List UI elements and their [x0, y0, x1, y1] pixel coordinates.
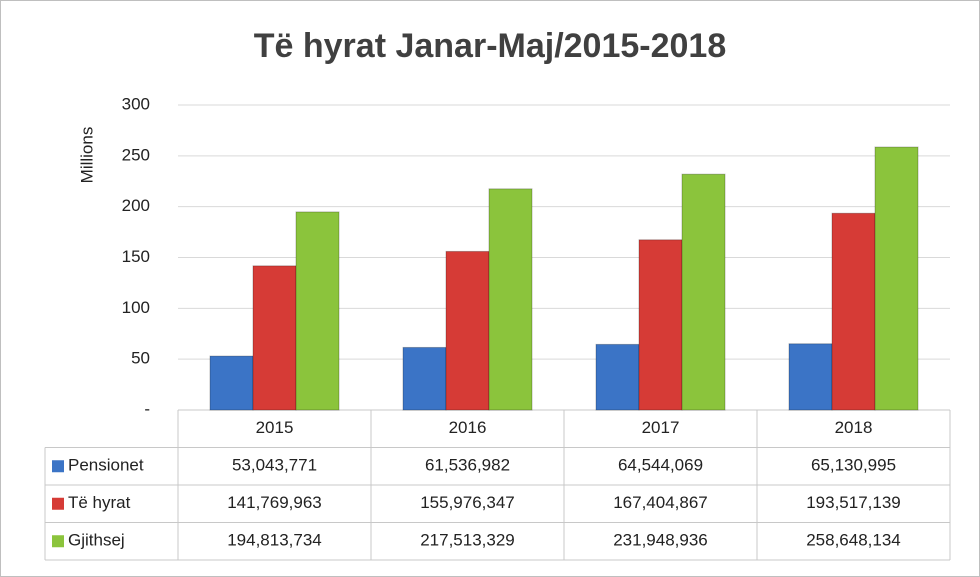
- bar: [252, 265, 297, 411]
- bar: [402, 346, 447, 411]
- bar: [209, 355, 254, 411]
- bar: [681, 173, 726, 411]
- legend-swatch: [52, 460, 64, 473]
- y-tick-label: 300: [122, 94, 150, 113]
- bar: [595, 343, 640, 411]
- y-axis-label: Millions: [77, 127, 96, 184]
- table-value: 65,130,995: [811, 456, 896, 475]
- table-value: 193,517,139: [806, 493, 901, 512]
- table-value: 194,813,734: [227, 531, 322, 550]
- table-value: 64,544,069: [618, 456, 703, 475]
- x-tick-label: 2016: [449, 418, 487, 437]
- table-value: 167,404,867: [613, 493, 708, 512]
- y-tick-label: 200: [122, 196, 150, 215]
- table-value: 53,043,771: [232, 456, 317, 475]
- x-tick-label: 2018: [835, 418, 873, 437]
- y-tick-label: -: [144, 399, 150, 418]
- x-tick-label: 2017: [642, 418, 680, 437]
- legend-label: Të hyrat: [68, 493, 131, 512]
- bar: [445, 250, 490, 411]
- chart-title: Të hyrat Janar-Maj/2015-2018: [254, 27, 726, 65]
- y-tick-label: 100: [122, 298, 150, 317]
- bar: [874, 146, 919, 411]
- table-value: 61,536,982: [425, 456, 510, 475]
- table-value: 231,948,936: [613, 531, 708, 550]
- table-value: 258,648,134: [806, 531, 901, 550]
- legend-label: Pensionet: [68, 456, 144, 475]
- bar: [788, 343, 833, 411]
- table-value: 155,976,347: [420, 493, 515, 512]
- bar: [295, 211, 340, 411]
- legend-label: Gjithsej: [68, 531, 125, 550]
- legend-swatch: [52, 497, 64, 510]
- x-tick-label: 2015: [256, 418, 294, 437]
- legend-swatch: [52, 535, 64, 548]
- y-tick-label: 50: [131, 349, 150, 368]
- y-tick-label: 150: [122, 247, 150, 266]
- bar: [831, 212, 876, 411]
- table-value: 217,513,329: [420, 531, 515, 550]
- bar: [638, 239, 683, 411]
- y-tick-label: 250: [122, 145, 150, 164]
- bar: [488, 188, 533, 411]
- table-value: 141,769,963: [227, 493, 322, 512]
